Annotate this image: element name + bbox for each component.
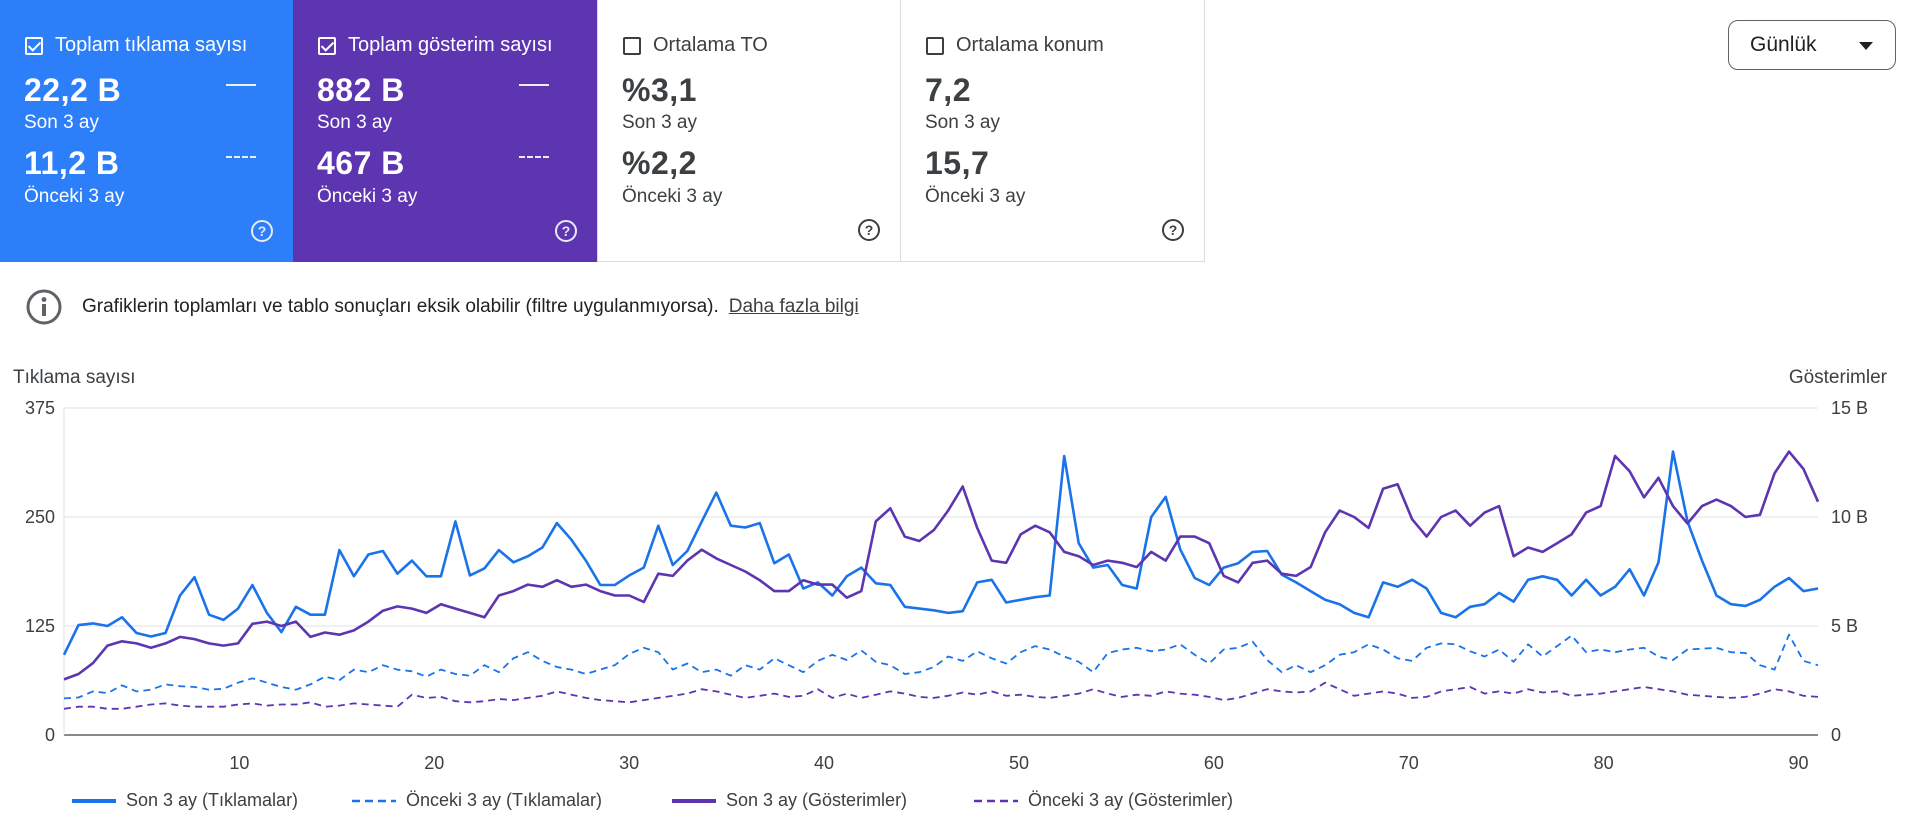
previous-value: 467 B bbox=[317, 145, 405, 181]
y-tick-right: 5 B bbox=[1831, 616, 1858, 636]
x-tick: 20 bbox=[424, 753, 444, 773]
info-circle-icon bbox=[26, 289, 62, 325]
checkbox-unchecked-icon[interactable] bbox=[926, 36, 944, 55]
current-value: %3,1 bbox=[622, 72, 697, 108]
caret-down-icon bbox=[1859, 42, 1873, 50]
y-tick-right: 15 B bbox=[1831, 398, 1868, 418]
y-tick-left: 125 bbox=[25, 616, 55, 636]
previous-period-label: Önceki 3 ay bbox=[622, 186, 723, 207]
card-label: Ortalama konum bbox=[956, 34, 1104, 56]
previous-period-label: Önceki 3 ay bbox=[317, 186, 418, 207]
legend-label: Önceki 3 ay (Tıklamalar) bbox=[406, 790, 603, 810]
line-chart: 0 125 250 375 0 5 B 10 B 15 B 10 20 30 40 50 60 70 80 90 bbox=[25, 398, 1868, 773]
legend-son-impressions[interactable]: Son 3 ay (Gösterimler) bbox=[672, 790, 907, 811]
legend-onceki-clicks[interactable]: Önceki 3 ay (Tıklamalar) bbox=[352, 790, 602, 811]
previous-period-label: Önceki 3 ay bbox=[24, 186, 125, 207]
card-label: Toplam tıklama sayısı bbox=[55, 34, 248, 56]
x-tick: 30 bbox=[619, 753, 639, 773]
dashed-line-legend-icon bbox=[519, 156, 549, 158]
legend-label: Önceki 3 ay (Gösterimler) bbox=[1028, 790, 1234, 810]
legend-label: Son 3 ay (Gösterimler) bbox=[726, 790, 908, 810]
granularity-value: Günlük bbox=[1750, 33, 1817, 56]
solid-purple-line-icon bbox=[672, 798, 716, 803]
current-period-label: Son 3 ay bbox=[622, 112, 697, 133]
help-icon[interactable]: ? bbox=[555, 220, 577, 242]
metric-card-position[interactable]: Ortalama konum 7,2 Son 3 ay 15,7 Önceki … bbox=[901, 0, 1205, 262]
legend-label: Son 3 ay (Tıklamalar) bbox=[126, 790, 299, 810]
clicks-toggle[interactable]: Toplam tıklama sayısı bbox=[25, 34, 247, 57]
y-tick-right: 0 bbox=[1831, 725, 1841, 745]
previous-value: 11,2 B bbox=[24, 145, 120, 181]
current-period-label: Son 3 ay bbox=[24, 112, 99, 133]
y-tick-left: 250 bbox=[25, 507, 55, 527]
x-tick: 90 bbox=[1788, 753, 1808, 773]
dashed-line-legend-icon bbox=[226, 156, 256, 158]
x-tick: 10 bbox=[229, 753, 249, 773]
y-tick-left: 375 bbox=[25, 398, 55, 418]
dashed-purple-line-icon bbox=[974, 799, 1018, 802]
help-icon[interactable]: ? bbox=[858, 219, 880, 241]
legend-onceki-impressions[interactable]: Önceki 3 ay (Gösterimler) bbox=[974, 790, 1233, 811]
checkbox-checked-icon[interactable] bbox=[318, 36, 336, 55]
x-tick: 70 bbox=[1399, 753, 1419, 773]
left-axis-title: Tıklama sayısı bbox=[13, 367, 136, 388]
series-line-1 bbox=[63, 633, 1819, 700]
previous-value: 15,7 bbox=[925, 145, 990, 181]
help-icon[interactable]: ? bbox=[251, 220, 273, 242]
metric-card-impressions[interactable]: Toplam gösterim sayısı 882 B Son 3 ay 46… bbox=[293, 0, 597, 262]
previous-value: %2,2 bbox=[622, 145, 697, 181]
x-tick: 40 bbox=[814, 753, 834, 773]
x-tick: 80 bbox=[1594, 753, 1614, 773]
help-icon[interactable]: ? bbox=[1162, 219, 1184, 241]
previous-period-label: Önceki 3 ay bbox=[925, 186, 1026, 207]
current-period-label: Son 3 ay bbox=[317, 112, 392, 133]
series-line-2 bbox=[63, 450, 1820, 681]
solid-line-legend-icon bbox=[226, 84, 256, 86]
y-tick-left: 0 bbox=[45, 725, 55, 745]
metric-card-ctr[interactable]: Ortalama TO %3,1 Son 3 ay %2,2 Önceki 3 … bbox=[597, 0, 901, 262]
current-value: 22,2 B bbox=[24, 72, 122, 108]
x-tick: 50 bbox=[1009, 753, 1029, 773]
position-toggle[interactable]: Ortalama konum bbox=[926, 34, 1104, 57]
y-tick-right: 10 B bbox=[1831, 507, 1868, 527]
card-label: Toplam gösterim sayısı bbox=[348, 34, 553, 56]
checkbox-unchecked-icon[interactable] bbox=[623, 36, 641, 55]
dashed-blue-line-icon bbox=[352, 799, 396, 802]
metric-card-clicks[interactable]: Toplam tıklama sayısı 22,2 B Son 3 ay 11… bbox=[0, 0, 293, 262]
series-line-0 bbox=[62, 450, 1819, 656]
current-period-label: Son 3 ay bbox=[925, 112, 1000, 133]
card-label: Ortalama TO bbox=[653, 34, 768, 56]
impressions-toggle[interactable]: Toplam gösterim sayısı bbox=[318, 34, 553, 57]
info-notice: Grafiklerin toplamları ve tablo sonuçlar… bbox=[26, 289, 859, 325]
right-axis-title: Gösterimler bbox=[1788, 367, 1887, 388]
solid-blue-line-icon bbox=[72, 798, 116, 803]
current-value: 882 B bbox=[317, 72, 405, 108]
metric-cards: Toplam tıklama sayısı 22,2 B Son 3 ay 11… bbox=[0, 0, 1205, 262]
current-value: 7,2 bbox=[925, 72, 971, 108]
solid-line-legend-icon bbox=[519, 84, 549, 86]
checkbox-checked-icon[interactable] bbox=[25, 36, 43, 55]
x-tick: 60 bbox=[1204, 753, 1224, 773]
legend-son-clicks[interactable]: Son 3 ay (Tıklamalar) bbox=[72, 790, 298, 811]
ctr-toggle[interactable]: Ortalama TO bbox=[623, 34, 768, 57]
notice-text: Grafiklerin toplamları ve tablo sonuçlar… bbox=[82, 296, 719, 317]
learn-more-link[interactable]: Daha fazla bilgi bbox=[728, 296, 859, 317]
series-line-3 bbox=[63, 681, 1819, 710]
granularity-select[interactable]: Günlük bbox=[1728, 20, 1896, 70]
